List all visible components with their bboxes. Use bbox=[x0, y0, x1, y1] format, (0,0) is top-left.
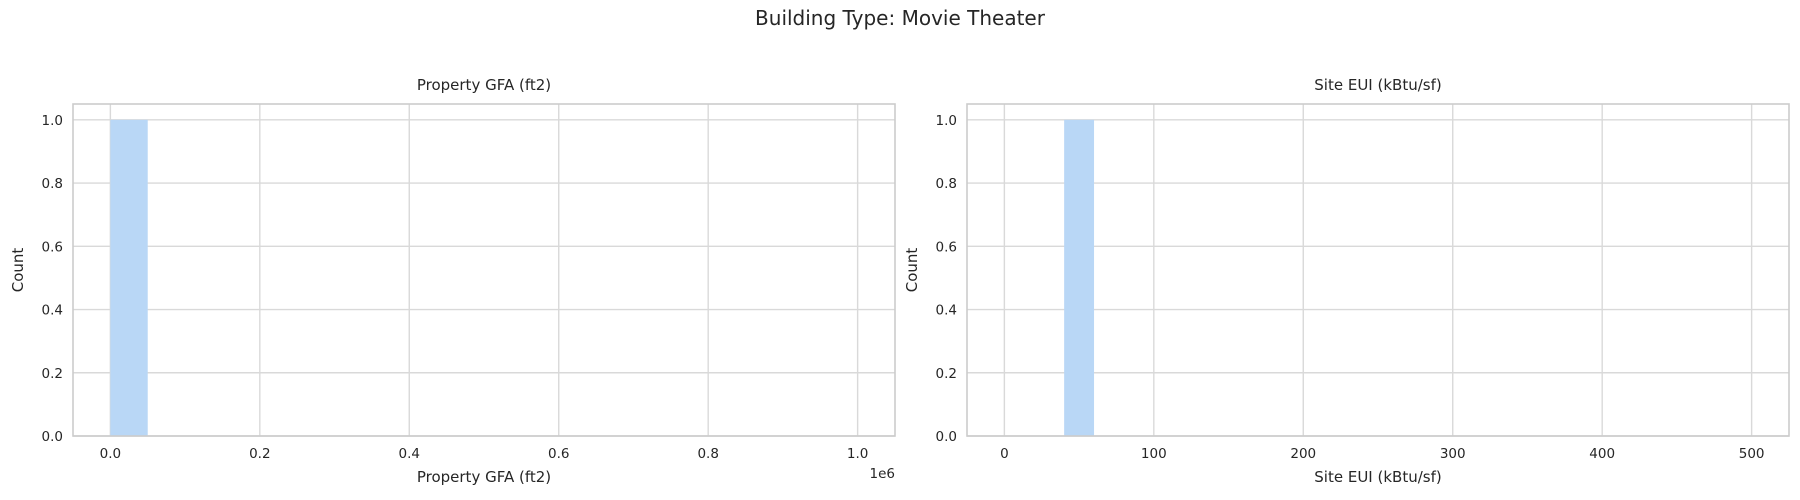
figure-title: Building Type: Movie Theater bbox=[755, 6, 1045, 30]
axes-frame bbox=[966, 103, 1790, 437]
y-tick-label: 0.8 bbox=[936, 176, 957, 192]
y-tick-label: 0.6 bbox=[42, 239, 63, 255]
y-tick-label: 0.0 bbox=[936, 429, 957, 445]
x-tick-label: 0.6 bbox=[548, 446, 569, 462]
x-tick-label: 200 bbox=[1290, 446, 1316, 462]
chart-panel-2: 0.0 0.2 0.4 0.6 0.8 1.0 0 100 200 300 400 500 Site E… bbox=[903, 76, 1790, 486]
x-tick-label: 0.8 bbox=[697, 446, 718, 462]
histogram-bar bbox=[110, 119, 148, 437]
chart-panel-1: 0.0 0.2 0.4 0.6 0.8 1.0 0.0 0.2 0.4 0.6 0.8 1.0 Prop… bbox=[9, 76, 896, 486]
y-tick-label: 0.8 bbox=[42, 176, 63, 192]
y-tick-label: 0.4 bbox=[936, 303, 957, 319]
y-tick-label: 0.6 bbox=[936, 239, 957, 255]
x-tick-label: 400 bbox=[1589, 446, 1615, 462]
y-axis-label: Count bbox=[903, 248, 921, 293]
y-tick-label: 0.2 bbox=[936, 366, 957, 382]
panel-title: Property GFA (ft2) bbox=[417, 76, 551, 94]
x-tick-label: 0.2 bbox=[249, 446, 270, 462]
x-tick-label: 1.0 bbox=[847, 446, 868, 462]
y-axis-label: Count bbox=[9, 248, 27, 293]
y-tick-label: 0.2 bbox=[42, 366, 63, 382]
histogram-bar bbox=[1064, 119, 1095, 437]
y-tick-label: 0.4 bbox=[42, 303, 63, 319]
x-tick-label: 0.4 bbox=[399, 446, 420, 462]
x-axis-label: Property GFA (ft2) bbox=[417, 468, 551, 486]
x-offset-label: 1e6 bbox=[870, 466, 895, 482]
y-tick-label: 1.0 bbox=[42, 113, 63, 129]
y-tick-label: 1.0 bbox=[936, 113, 957, 129]
x-tick-label: 0.0 bbox=[100, 446, 121, 462]
x-axis-label: Site EUI (kBtu/sf) bbox=[1314, 468, 1441, 486]
panel-title: Site EUI (kBtu/sf) bbox=[1314, 76, 1441, 94]
x-tick-label: 300 bbox=[1440, 446, 1466, 462]
y-tick-label: 0.0 bbox=[42, 429, 63, 445]
x-tick-label: 100 bbox=[1141, 446, 1167, 462]
x-tick-label: 500 bbox=[1739, 446, 1765, 462]
x-tick-label: 0 bbox=[1000, 446, 1009, 462]
axes-frame bbox=[72, 103, 896, 437]
